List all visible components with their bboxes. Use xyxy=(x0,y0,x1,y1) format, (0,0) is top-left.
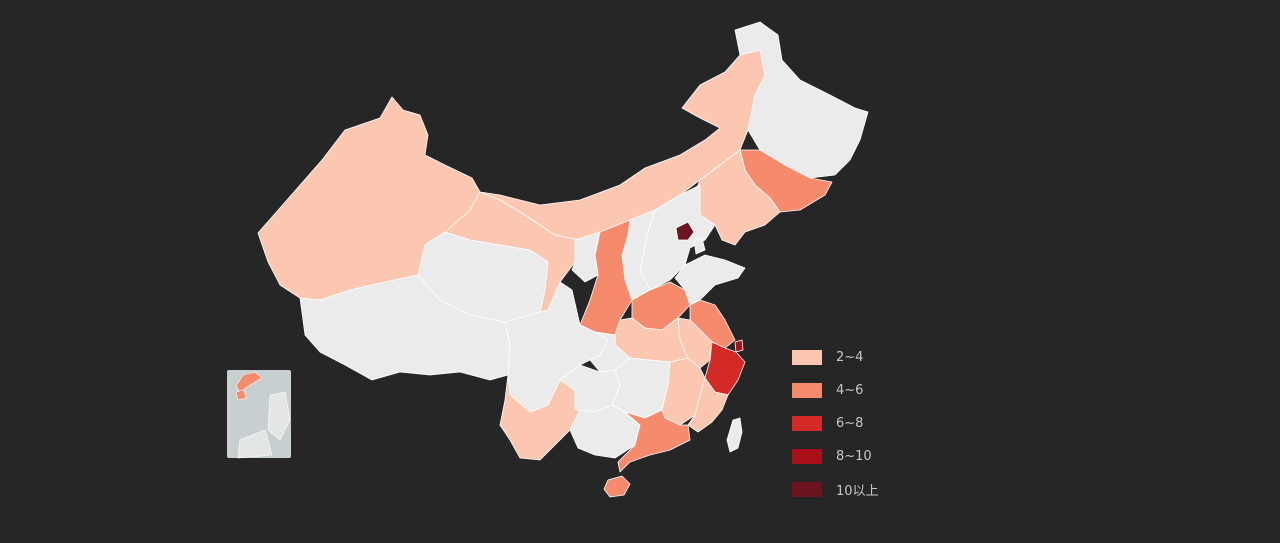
legend-item-2: 6~8 xyxy=(792,414,863,432)
legend-item-1: 4~6 xyxy=(792,381,863,399)
legend-swatch-4 xyxy=(792,481,822,497)
region-beijing[interactable] xyxy=(675,221,695,241)
legend-swatch-1 xyxy=(792,382,822,398)
legend-swatch-0 xyxy=(792,349,822,365)
legend-item-4: 10以上 xyxy=(792,480,879,499)
legend-label-3: 8~10 xyxy=(836,448,872,464)
region-hunan[interactable] xyxy=(611,357,671,419)
region-zhejiang[interactable] xyxy=(704,341,746,396)
legend-label-0: 2~4 xyxy=(836,349,864,365)
legend-label-4: 10以上 xyxy=(836,483,879,499)
region-heilongjiang[interactable] xyxy=(734,21,869,179)
region-fujian[interactable] xyxy=(687,377,729,433)
inset-land-south xyxy=(237,429,273,459)
legend-swatch-3 xyxy=(792,448,822,464)
inset-land-east xyxy=(267,391,291,441)
region-guangdong[interactable] xyxy=(617,409,691,473)
inset-guangdong-coast xyxy=(235,371,263,393)
legend-swatch-2 xyxy=(792,415,822,431)
legend-label-1: 4~6 xyxy=(836,382,864,398)
south-china-sea-inset xyxy=(227,370,291,459)
legend-item-0: 2~4 xyxy=(792,348,863,366)
region-ningxia[interactable] xyxy=(571,231,601,283)
legend-label-2: 6~8 xyxy=(836,415,864,431)
region-tianjin[interactable] xyxy=(693,237,706,255)
legend-item-3: 8~10 xyxy=(792,447,872,465)
region-shanghai[interactable] xyxy=(734,339,744,353)
inset-hainan xyxy=(235,389,247,401)
region-shandong[interactable] xyxy=(674,254,746,306)
region-hainan[interactable] xyxy=(603,475,631,498)
region-taiwan[interactable] xyxy=(726,417,743,453)
